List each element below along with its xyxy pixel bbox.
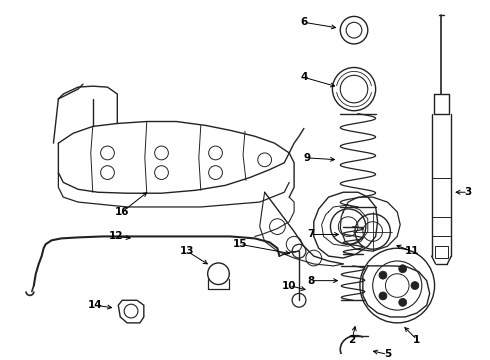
Text: 13: 13 (180, 246, 195, 256)
Text: 6: 6 (300, 17, 308, 27)
Text: 7: 7 (307, 229, 315, 239)
Circle shape (399, 298, 407, 306)
Text: 2: 2 (348, 334, 356, 345)
Text: 3: 3 (465, 187, 471, 197)
Text: 8: 8 (307, 276, 315, 285)
Text: 14: 14 (87, 300, 102, 310)
Text: 1: 1 (413, 334, 420, 345)
Circle shape (399, 265, 407, 273)
Text: 4: 4 (300, 72, 308, 82)
Text: 5: 5 (384, 349, 391, 359)
Circle shape (411, 282, 419, 289)
Text: 9: 9 (303, 153, 311, 163)
Text: 11: 11 (405, 246, 419, 256)
Text: 15: 15 (233, 239, 247, 249)
Circle shape (379, 271, 387, 279)
Text: 12: 12 (109, 231, 123, 242)
Bar (435, 246, 448, 258)
Text: 10: 10 (282, 280, 296, 291)
Text: 16: 16 (115, 207, 129, 217)
Circle shape (379, 292, 387, 300)
